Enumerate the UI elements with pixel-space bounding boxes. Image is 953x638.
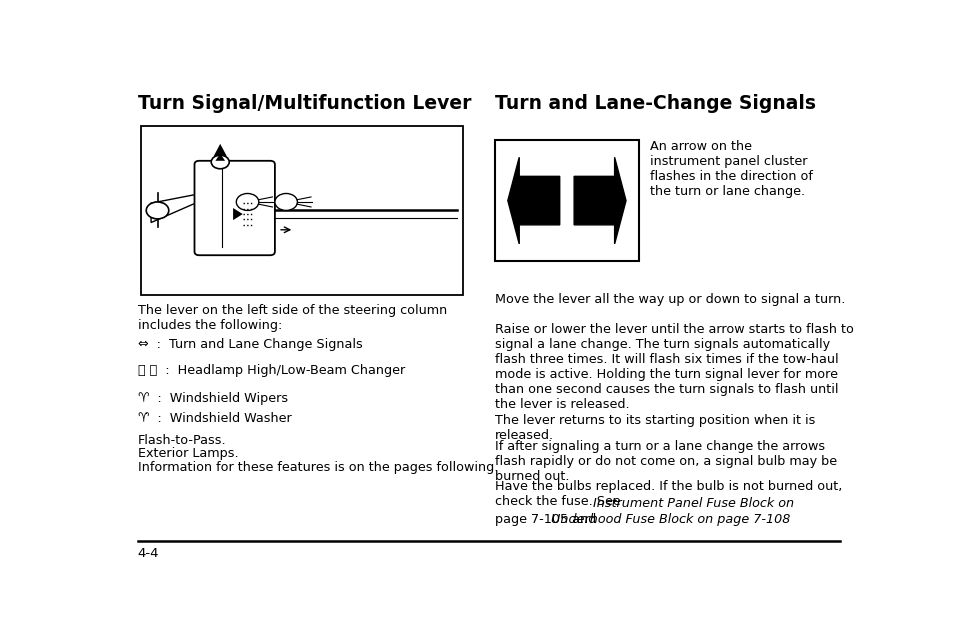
Text: Underhood Fuse Block on page 7-108: Underhood Fuse Block on page 7-108 <box>551 513 790 526</box>
Text: ⇔  :  Turn and Lane Change Signals: ⇔ : Turn and Lane Change Signals <box>137 338 362 352</box>
Text: Raise or lower the lever until the arrow starts to flash to
signal a lane change: Raise or lower the lever until the arrow… <box>495 323 853 411</box>
Text: .: . <box>681 513 685 526</box>
Text: Have the bulbs replaced. If the bulb is not burned out,
check the fuse. See: Have the bulbs replaced. If the bulb is … <box>495 480 841 508</box>
Text: Instrument Panel Fuse Block on: Instrument Panel Fuse Block on <box>593 496 794 510</box>
Text: Flash-to-Pass.: Flash-to-Pass. <box>137 434 226 447</box>
Text: Move the lever all the way up or down to signal a turn.: Move the lever all the way up or down to… <box>495 293 844 306</box>
Polygon shape <box>574 158 625 244</box>
Text: The lever on the left side of the steering column
includes the following:: The lever on the left side of the steeri… <box>137 304 447 332</box>
Text: Information for these features is on the pages following.: Information for these features is on the… <box>137 461 497 474</box>
Text: If after signaling a turn or a lane change the arrows
flash rapidly or do not co: If after signaling a turn or a lane chan… <box>495 440 836 483</box>
Bar <box>495 140 639 261</box>
Bar <box>141 126 462 295</box>
Polygon shape <box>507 158 559 244</box>
Text: page 7-105 and: page 7-105 and <box>495 513 599 526</box>
Text: Turn and Lane-Change Signals: Turn and Lane-Change Signals <box>495 94 815 113</box>
Text: 4-4: 4-4 <box>137 547 159 560</box>
Text: An arrow on the
instrument panel cluster
flashes in the direction of
the turn or: An arrow on the instrument panel cluster… <box>649 140 812 198</box>
Text: ♈̇  :  Windshield Washer: ♈̇ : Windshield Washer <box>137 412 292 425</box>
Text: ♈  :  Windshield Wipers: ♈ : Windshield Wipers <box>137 392 288 405</box>
Text: ⌭ ⌮  :  Headlamp High/Low-Beam Changer: ⌭ ⌮ : Headlamp High/Low-Beam Changer <box>137 364 405 377</box>
Text: The lever returns to its starting position when it is
released.: The lever returns to its starting positi… <box>495 414 815 442</box>
Text: Turn Signal/Multifunction Lever: Turn Signal/Multifunction Lever <box>137 94 471 113</box>
Text: Exterior Lamps.: Exterior Lamps. <box>137 447 238 461</box>
